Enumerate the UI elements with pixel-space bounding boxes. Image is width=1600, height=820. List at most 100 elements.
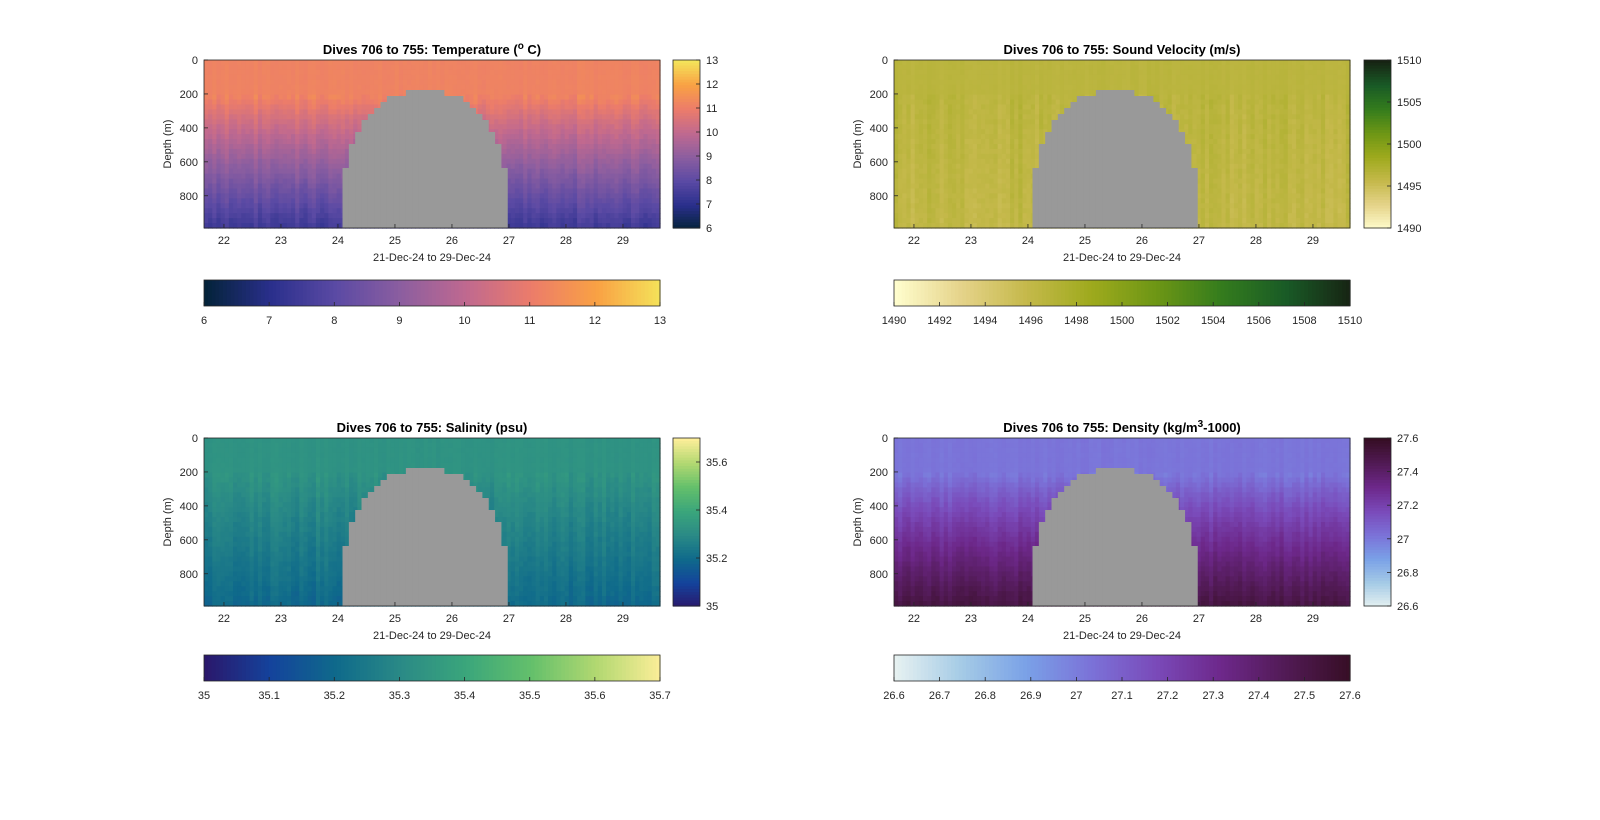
heatmap-cell	[299, 104, 304, 110]
no-data-segment	[488, 132, 495, 228]
heatmap-cell	[254, 90, 259, 96]
heatmap-cell	[536, 85, 541, 91]
heatmap-cell	[989, 203, 994, 209]
heatmap-cell	[229, 174, 234, 180]
heatmap-cell	[523, 134, 528, 140]
heatmap-cell	[1002, 90, 1007, 96]
heatmap-cell	[266, 164, 271, 170]
heatmap-cell	[241, 134, 246, 140]
heatmap-cell	[221, 144, 226, 150]
heatmap-cell	[648, 100, 653, 106]
heatmap-cell	[623, 129, 628, 135]
heatmap-cell	[998, 139, 1003, 145]
heatmap-cell	[581, 114, 586, 120]
heatmap-cell	[233, 154, 238, 160]
heatmap-cell	[540, 129, 545, 135]
heatmap-cell	[981, 124, 986, 130]
heatmap-cell	[328, 80, 333, 86]
heatmap-cell	[216, 60, 221, 66]
heatmap-cell	[944, 179, 949, 185]
heatmap-cell	[577, 213, 582, 219]
heatmap-cell	[548, 179, 553, 185]
heatmap-cell	[328, 100, 333, 106]
heatmap-cell	[279, 134, 284, 140]
heatmap-cell	[989, 213, 994, 219]
heatmap-cell	[977, 124, 982, 130]
heatmap-cell	[565, 218, 570, 224]
heatmap-cell	[531, 119, 536, 125]
heatmap-cell	[453, 85, 458, 91]
colorbar-cell	[257, 280, 261, 306]
heatmap-cell	[498, 85, 503, 91]
heatmap-cell	[241, 198, 246, 204]
heatmap-cell	[940, 65, 945, 71]
heatmap-cell	[469, 85, 474, 91]
heatmap-cell	[270, 75, 275, 81]
heatmap-cell	[536, 198, 541, 204]
heatmap-cell	[229, 169, 234, 175]
heatmap-cell	[1002, 129, 1007, 135]
heatmap-cell	[956, 208, 961, 214]
heatmap-cell	[923, 104, 928, 110]
heatmap-cell	[337, 144, 342, 150]
heatmap-cell	[502, 114, 507, 120]
heatmap-cell	[345, 85, 350, 91]
heatmap-cell	[312, 75, 317, 81]
heatmap-cell	[324, 174, 329, 180]
heatmap-cell	[237, 139, 242, 145]
heatmap-cell	[540, 70, 545, 76]
heatmap-cell	[295, 193, 300, 199]
heatmap-cell	[254, 159, 259, 165]
heatmap-cell	[291, 119, 296, 125]
heatmap-cell	[561, 188, 566, 194]
heatmap-cell	[639, 100, 644, 106]
heatmap-cell	[594, 129, 599, 135]
heatmap-cell	[577, 144, 582, 150]
heatmap-cell	[333, 124, 338, 130]
heatmap-cell	[324, 90, 329, 96]
heatmap-cell	[320, 100, 325, 106]
heatmap-cell	[229, 164, 234, 170]
heatmap-cell	[652, 109, 657, 115]
heatmap-cell	[274, 75, 279, 81]
heatmap-cell	[515, 159, 520, 165]
colorbar-cell	[573, 280, 577, 306]
heatmap-cell	[511, 90, 516, 96]
heatmap-cell	[565, 159, 570, 165]
colorbar-tick-label: 6	[201, 315, 207, 327]
heatmap-cell	[324, 65, 329, 71]
heatmap-cell	[357, 60, 362, 66]
heatmap-cell	[569, 134, 574, 140]
heatmap-cell	[652, 95, 657, 101]
heatmap-cell	[981, 129, 986, 135]
heatmap-cell	[266, 169, 271, 175]
heatmap-cell	[527, 114, 532, 120]
heatmap-cell	[923, 90, 928, 96]
colorbar-cell	[322, 280, 326, 306]
heatmap-cell	[1010, 124, 1015, 130]
heatmap-cell	[548, 80, 553, 86]
colorbar-cell	[626, 280, 630, 306]
heatmap-cell	[233, 159, 238, 165]
heatmap-cell	[577, 184, 582, 190]
heatmap-cell	[556, 218, 561, 224]
heatmap-cell	[266, 100, 271, 106]
heatmap-cell	[973, 80, 978, 86]
heatmap-cell	[221, 60, 226, 66]
heatmap-cell	[303, 149, 308, 155]
heatmap-cell	[320, 95, 325, 101]
heatmap-cell	[353, 95, 358, 101]
heatmap-cell	[981, 144, 986, 150]
heatmap-cell	[940, 203, 945, 209]
heatmap-cell	[960, 154, 965, 160]
heatmap-cell	[333, 104, 338, 110]
heatmap-cell	[631, 65, 636, 71]
heatmap-cell	[985, 218, 990, 224]
heatmap-cell	[312, 109, 317, 115]
heatmap-cell	[519, 208, 524, 214]
heatmap-cell	[577, 70, 582, 76]
colorbar-cell	[367, 280, 371, 306]
heatmap-cell	[229, 100, 234, 106]
heatmap-cell	[548, 139, 553, 145]
heatmap-cell	[519, 75, 524, 81]
